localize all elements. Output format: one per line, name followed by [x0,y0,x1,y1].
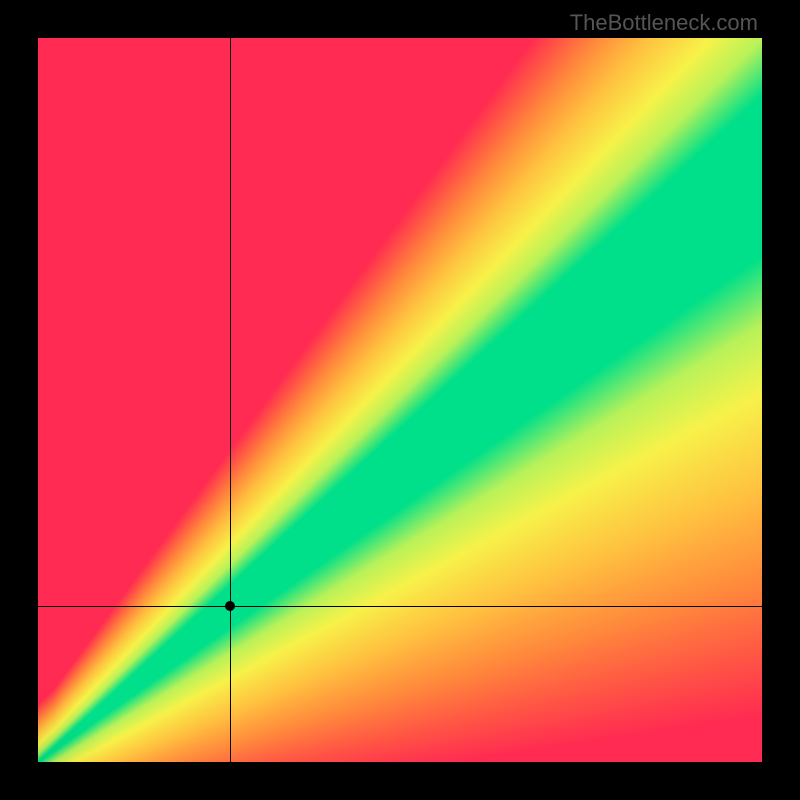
heatmap-canvas [38,38,762,762]
watermark-text: TheBottleneck.com [570,10,758,36]
data-point-marker [225,601,235,611]
crosshair-horizontal [38,606,762,607]
heatmap-plot-area [38,38,762,762]
chart-container: TheBottleneck.com [0,0,800,800]
crosshair-vertical [230,38,231,762]
